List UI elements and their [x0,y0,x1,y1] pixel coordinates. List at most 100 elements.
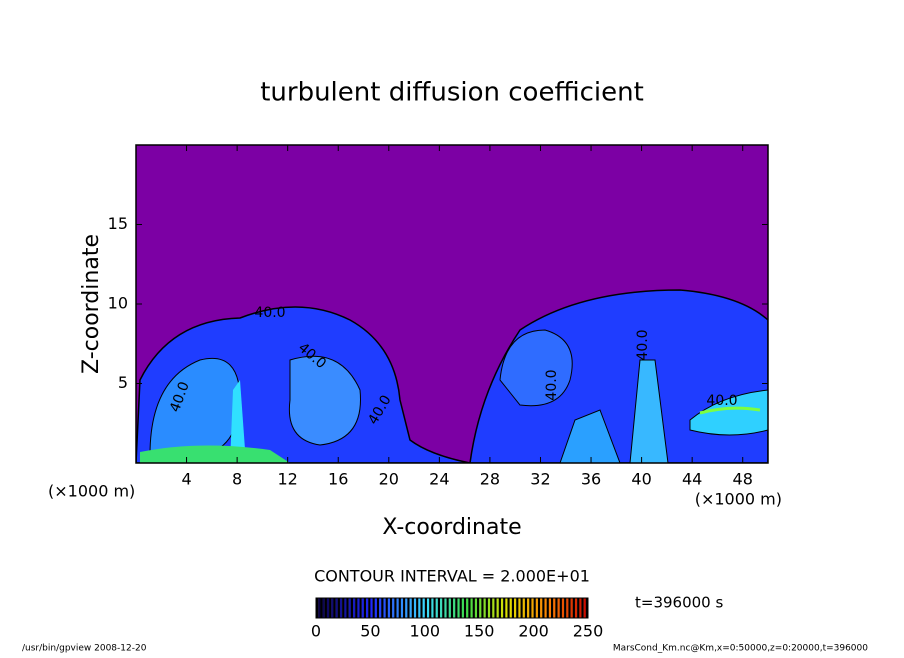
colorbar-swatch [400,598,404,618]
colorbar-swatch [494,598,497,618]
x-tick-label: 32 [530,470,550,489]
colorbar-swatch [542,598,545,618]
colorbar-swatch [559,598,563,618]
colorbar-swatch [540,598,543,618]
x-tick-label: 12 [278,470,298,489]
colorbar-swatch [329,598,332,618]
colorbar-swatch [466,598,469,618]
colorbar-swatch [520,598,523,618]
colorbar-swatch [457,598,460,618]
field [136,289,768,463]
colorbar-swatch [422,598,425,618]
colorbar-swatch [411,598,415,618]
colorbar-swatch [537,598,541,618]
colorbar-swatch [518,598,521,618]
colorbar-swatch [461,598,465,618]
colorbar-swatch [511,598,515,618]
colorbar-swatch [389,598,393,618]
colorbar-swatch [348,598,352,618]
colorbar-swatch [370,598,373,618]
colorbar-swatch [446,598,449,618]
x-tick-label: 4 [181,470,191,489]
colorbar-swatch [557,598,560,618]
colorbar-swatch [479,598,482,618]
colorbar-swatch [531,598,534,618]
colorbar-swatch [333,598,336,618]
colorbar-swatch [409,598,412,618]
colorbar-frame [315,597,589,619]
x-tick-label: 16 [328,470,348,489]
colorbar-swatch [570,598,573,618]
x-tick-label: 40 [631,470,651,489]
x-tick-label: 28 [480,470,500,489]
colorbar-swatch [426,598,430,618]
colorbar-swatch [498,598,502,618]
colorbar-swatch [529,598,532,618]
colorbar-swatch [344,598,347,618]
colorbar-swatch [544,598,547,618]
colorbar-swatch [437,598,441,618]
colorbar-swatch [381,598,384,618]
colorbar-tick-label: 250 [573,622,604,641]
field-region [288,355,361,446]
colorbar-swatch [472,598,476,618]
x-tick-label: 24 [429,470,449,489]
colorbar-swatch [490,598,493,618]
colorbar-swatch [503,598,506,618]
colorbar-swatch [546,598,550,618]
colorbar-swatch [387,598,391,618]
colorbar-swatch [448,598,452,618]
colorbar-swatch [509,598,513,618]
field-region [230,380,246,463]
contour-label: 40.0 [706,393,737,409]
colorbar-swatch [483,598,486,618]
colorbar-swatch [524,598,528,618]
colorbar-swatch [383,598,386,618]
colorbar-tick-label: 100 [410,622,441,641]
colorbar-tick-label: 150 [464,622,495,641]
colorbar-swatch [339,598,343,618]
colorbar-swatch [413,598,417,618]
colorbar-swatch [572,598,576,618]
x-tick-label: 48 [733,470,753,489]
field-region [149,358,241,456]
contour-label: 40.0 [635,329,651,360]
y-unit: (×1000 m) [48,482,135,501]
colorbar-swatch [318,598,321,618]
contour-interval: CONTOUR INTERVAL = 2.000E+01 [314,567,590,586]
colorbar-swatch [453,598,456,618]
y-tick-label: 5 [118,373,128,392]
colorbar-swatch [579,598,582,618]
colorbar-swatch [496,598,499,618]
colorbar-tick-label: 50 [360,622,380,641]
field-region [499,329,573,407]
colorbar-swatch [583,598,587,618]
y-tick-label: 10 [108,294,128,313]
colorbar-swatch [433,598,436,618]
colorbar-swatch [385,598,389,618]
field-region [559,409,621,463]
x-tick-label: 8 [232,470,242,489]
colorbar-swatch [481,598,484,618]
field-region [629,359,669,463]
colorbar-swatch [463,598,467,618]
colorbar-swatch [431,598,434,618]
colorbar-swatch [574,598,578,618]
colorbar-swatch [407,598,410,618]
colorbar-swatch [470,598,473,618]
colorbar-swatch [363,598,367,618]
colorbar-swatch [346,598,349,618]
x-tick-label: 20 [379,470,399,489]
colorbar-swatch [566,598,569,618]
colorbar-swatch [392,598,395,618]
x-unit: (×1000 m) [695,490,782,509]
colorbar-swatch [514,598,517,618]
colorbar-swatch [376,598,380,618]
colorbar-swatch [442,598,445,618]
colorbar-swatch [500,598,504,618]
colorbar-swatch [316,598,319,618]
colorbar-swatch [527,598,530,618]
colorbar-swatch [505,598,508,618]
colorbar-swatch [455,598,458,618]
